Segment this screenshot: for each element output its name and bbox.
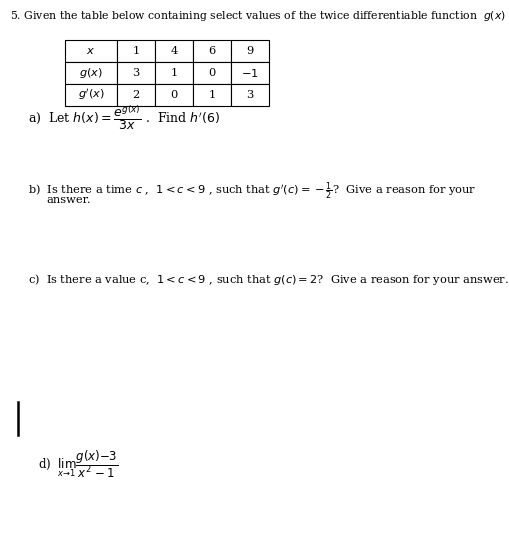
Bar [155,84,193,106]
Bar [65,40,117,62]
Text: 0: 0 [208,68,216,78]
Text: 1: 1 [132,46,139,56]
Bar [193,62,231,84]
Bar [231,40,269,62]
Bar [231,62,269,84]
Text: answer.: answer. [46,195,91,205]
Text: 3: 3 [132,68,139,78]
Text: $g'(x)$: $g'(x)$ [77,87,104,102]
Bar [193,40,231,62]
Bar [193,84,231,106]
Text: 5. Given the table below containing select values of the twice differentiable fu: 5. Given the table below containing sele… [10,9,509,24]
Text: 6: 6 [208,46,216,56]
Text: d)  $\lim_{x \to 1} \dfrac{g(x)-3}{x^2-1}$: d) $\lim_{x \to 1} \dfrac{g(x)-3}{x^2-1}… [38,448,119,480]
Bar [65,84,117,106]
Bar [65,62,117,84]
Text: 1: 1 [208,90,216,100]
Text: $-1$: $-1$ [241,67,259,79]
Text: 0: 0 [171,90,178,100]
Bar [155,40,193,62]
Bar [117,84,155,106]
Text: 3: 3 [246,90,253,100]
Bar [117,40,155,62]
Bar [155,62,193,84]
Text: b)  Is there a time $c$ ,  $1 < c < 9$ , such that $g'(c) = -\frac{1}{2}$?  Give: b) Is there a time $c$ , $1 < c < 9$ , s… [28,180,476,201]
Text: 4: 4 [171,46,178,56]
Text: 9: 9 [246,46,253,56]
Text: 1: 1 [171,68,178,78]
Text: $x$: $x$ [87,46,96,56]
Text: $g(x)$: $g(x)$ [79,66,103,80]
Text: a)  Let $h(x) = \dfrac{e^{g(x)}}{3x}$ .  Find $h'(6)$: a) Let $h(x) = \dfrac{e^{g(x)}}{3x}$ . F… [28,103,220,132]
Text: 2: 2 [132,90,139,100]
Bar [117,62,155,84]
Text: c)  Is there a value c,  $1 < c < 9$ , such that $g(c) = 2$?  Give a reason for : c) Is there a value c, $1 < c < 9$ , suc… [28,272,509,287]
Bar [231,84,269,106]
